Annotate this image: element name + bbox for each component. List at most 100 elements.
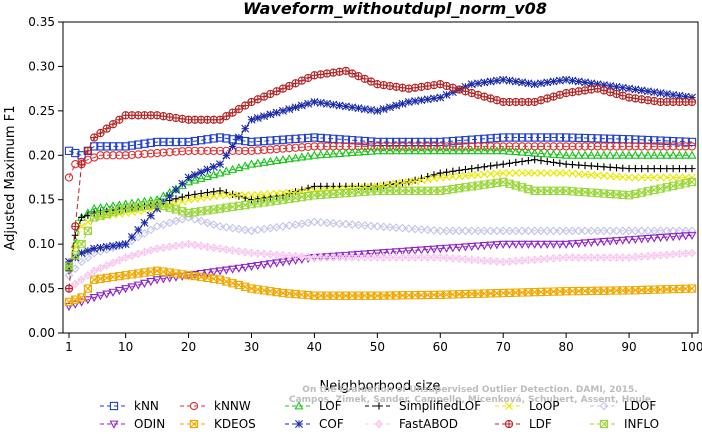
data-point <box>492 76 501 85</box>
data-point <box>158 275 168 284</box>
data-point <box>404 224 414 233</box>
data-point <box>460 243 470 252</box>
legend-marker <box>374 419 384 429</box>
data-point <box>89 248 99 258</box>
data-point <box>549 158 558 166</box>
data-point <box>367 105 376 114</box>
data-point <box>77 275 86 285</box>
data-point <box>134 225 143 234</box>
data-point <box>77 160 86 169</box>
data-point <box>511 133 520 142</box>
data-point <box>498 146 508 155</box>
data-point <box>178 193 186 201</box>
data-point <box>215 168 225 177</box>
data-point <box>196 216 206 226</box>
data-point <box>480 170 489 179</box>
data-point <box>581 170 590 179</box>
data-point <box>203 165 212 174</box>
data-point <box>196 241 206 251</box>
data-point <box>429 225 439 235</box>
data-point <box>568 142 577 151</box>
data-point <box>480 163 488 171</box>
data-point <box>417 96 426 105</box>
data-point <box>574 133 583 143</box>
plot-frame <box>62 21 699 334</box>
data-point <box>624 236 634 245</box>
data-point <box>178 179 187 188</box>
data-point <box>448 88 457 97</box>
data-point <box>612 82 621 91</box>
data-point <box>235 192 243 200</box>
data-point <box>234 246 244 256</box>
data-point <box>64 270 74 280</box>
data-point <box>574 239 584 248</box>
data-point <box>649 150 659 159</box>
data-point <box>398 99 407 108</box>
data-point <box>587 162 595 170</box>
data-point <box>575 161 583 169</box>
data-point <box>366 137 376 146</box>
data-point <box>347 220 357 229</box>
data-point <box>668 233 678 242</box>
x-axis-label: Neighborhood size <box>320 379 441 394</box>
data-point <box>353 147 364 156</box>
data-point <box>611 150 622 159</box>
data-point <box>253 262 263 271</box>
data-point <box>392 137 401 147</box>
data-point <box>567 150 577 159</box>
data-point <box>681 150 691 159</box>
data-point <box>429 146 439 155</box>
data-point <box>517 226 527 236</box>
data-point <box>486 169 495 178</box>
data-point <box>606 81 615 90</box>
data-point <box>372 249 382 258</box>
y-tick-label: 0.25 <box>28 104 55 118</box>
data-point <box>587 142 596 151</box>
series-fastabod <box>64 239 697 293</box>
data-point <box>574 77 583 86</box>
data-point <box>297 143 306 152</box>
data-point <box>228 191 237 200</box>
legend-marker <box>504 419 514 429</box>
x-tick-label: 70 <box>496 340 511 354</box>
data-point <box>542 240 552 249</box>
legend-item-ldf: LDF <box>495 417 552 431</box>
data-point <box>442 137 451 146</box>
data-point <box>473 242 483 251</box>
data-point <box>190 136 200 146</box>
data-point <box>291 103 300 112</box>
data-point <box>317 182 325 190</box>
data-point <box>599 150 609 159</box>
data-point <box>536 148 546 157</box>
data-point <box>637 173 646 182</box>
data-point <box>511 146 521 156</box>
data-point <box>64 146 74 155</box>
data-point <box>662 89 671 98</box>
data-point <box>574 150 584 159</box>
data-point <box>121 253 131 262</box>
data-point <box>492 226 502 236</box>
data-point <box>134 140 143 149</box>
data-point <box>630 226 640 236</box>
data-point <box>663 165 671 173</box>
data-point <box>215 133 225 142</box>
data-point <box>517 142 527 151</box>
data-point <box>555 169 564 178</box>
data-point <box>681 92 690 101</box>
data-point <box>83 146 93 155</box>
data-point <box>505 226 514 236</box>
data-point <box>241 124 250 133</box>
data-point <box>543 157 551 166</box>
x-tick-label: 1 <box>65 340 73 354</box>
x-tick-label: 20 <box>181 340 196 354</box>
data-point <box>675 91 684 100</box>
data-point <box>121 142 130 151</box>
data-point <box>674 232 684 241</box>
data-point <box>518 157 526 166</box>
data-point <box>210 188 218 196</box>
series-inflo <box>64 177 697 271</box>
data-point <box>209 220 219 229</box>
data-point <box>240 247 250 257</box>
data-point <box>562 169 571 178</box>
data-point <box>278 106 287 115</box>
